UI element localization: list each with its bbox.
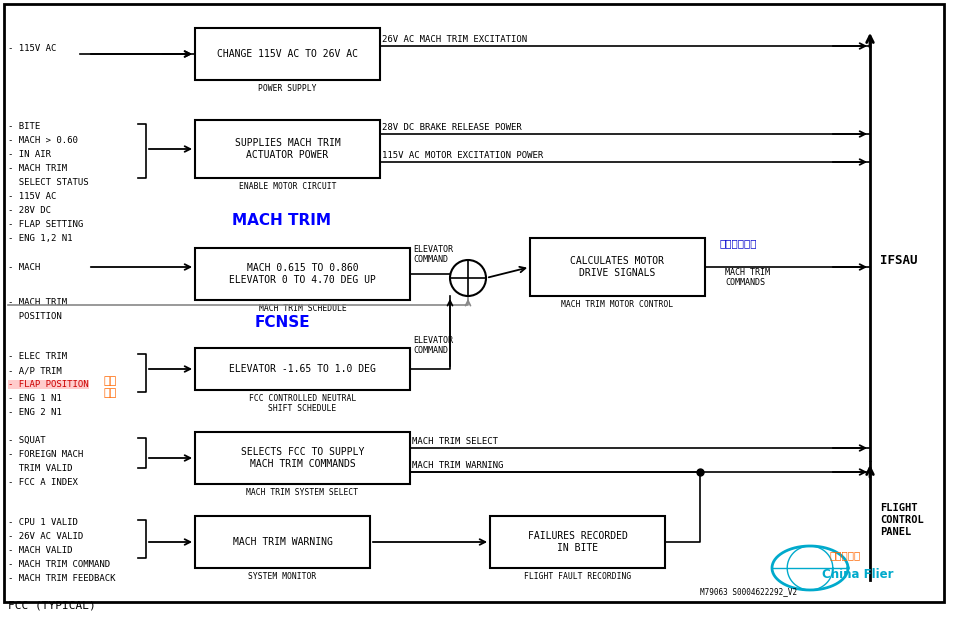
- Text: - SQUAT: - SQUAT: [8, 436, 46, 445]
- Bar: [194, 28, 379, 80]
- Text: POWER SUPPLY: POWER SUPPLY: [258, 84, 316, 93]
- Text: - IN AIR: - IN AIR: [8, 150, 51, 159]
- Text: - MACH VALID: - MACH VALID: [8, 546, 72, 555]
- Text: 襟翃
位置: 襟翃 位置: [103, 376, 116, 397]
- Text: TRIM VALID: TRIM VALID: [8, 464, 72, 473]
- Text: FCNSE: FCNSE: [253, 315, 310, 330]
- Text: 飞行者联盟: 飞行者联盟: [829, 550, 861, 560]
- Bar: [194, 348, 410, 390]
- Text: ELEVATOR
COMMAND: ELEVATOR COMMAND: [413, 245, 453, 264]
- Text: MACH TRIM SCHEDULE: MACH TRIM SCHEDULE: [258, 304, 346, 313]
- Bar: [194, 432, 410, 484]
- Text: - MACH TRIM: - MACH TRIM: [8, 164, 67, 173]
- Text: - MACH > 0.60: - MACH > 0.60: [8, 136, 78, 145]
- Text: FCC CONTROLLED NEUTRAL
SHIFT SCHEDULE: FCC CONTROLLED NEUTRAL SHIFT SCHEDULE: [249, 394, 355, 413]
- Bar: [530, 238, 704, 296]
- Text: MACH TRIM WARNING: MACH TRIM WARNING: [233, 537, 332, 547]
- Bar: [194, 248, 410, 300]
- Text: MACH 0.615 TO 0.860
ELEVATOR 0 TO 4.70 DEG UP: MACH 0.615 TO 0.860 ELEVATOR 0 TO 4.70 D…: [229, 263, 375, 285]
- Text: FLIGHT FAULT RECORDING: FLIGHT FAULT RECORDING: [523, 572, 631, 581]
- Text: M79063 S0004622292_V2: M79063 S0004622292_V2: [700, 588, 797, 596]
- Text: - A/P TRIM: - A/P TRIM: [8, 366, 62, 375]
- Text: - 115V AC: - 115V AC: [8, 192, 56, 201]
- Text: - FCC A INDEX: - FCC A INDEX: [8, 478, 78, 487]
- Text: - FLAP POSITION: - FLAP POSITION: [8, 380, 89, 389]
- Text: - ENG 1,2 N1: - ENG 1,2 N1: [8, 234, 72, 243]
- Bar: [194, 120, 379, 178]
- Text: SELECTS FCC TO SUPPLY
MACH TRIM COMMANDS: SELECTS FCC TO SUPPLY MACH TRIM COMMANDS: [240, 447, 364, 469]
- Text: MACH TRIM SELECT: MACH TRIM SELECT: [412, 437, 497, 446]
- Text: MACH TRIM WARNING: MACH TRIM WARNING: [412, 461, 503, 470]
- Text: - ELEC TRIM: - ELEC TRIM: [8, 352, 67, 361]
- Text: - 115V AC: - 115V AC: [8, 44, 56, 53]
- Text: 马赫配平指令: 马赫配平指令: [720, 238, 757, 248]
- Text: China Flier: China Flier: [821, 569, 893, 582]
- Text: - ENG 2 N1: - ENG 2 N1: [8, 408, 67, 417]
- Text: - MACH: - MACH: [8, 263, 40, 272]
- Text: - MACH TRIM: - MACH TRIM: [8, 298, 67, 307]
- Text: POSITION: POSITION: [8, 312, 62, 321]
- Text: - ENG 1 N1: - ENG 1 N1: [8, 394, 62, 403]
- Text: SUPPLIES MACH TRIM
ACTUATOR POWER: SUPPLIES MACH TRIM ACTUATOR POWER: [234, 138, 340, 160]
- Text: - CPU 1 VALID: - CPU 1 VALID: [8, 518, 78, 527]
- Text: IFSAU: IFSAU: [879, 253, 917, 266]
- Text: FAILURES RECORDED
IN BITE: FAILURES RECORDED IN BITE: [527, 531, 627, 553]
- Text: MACH TRIM MOTOR CONTROL: MACH TRIM MOTOR CONTROL: [561, 300, 673, 309]
- Text: FCC (TYPICAL): FCC (TYPICAL): [8, 600, 95, 610]
- Text: ENABLE MOTOR CIRCUIT: ENABLE MOTOR CIRCUIT: [238, 182, 335, 191]
- Text: SYSTEM MONITOR: SYSTEM MONITOR: [248, 572, 316, 581]
- Text: - FOREIGN MACH: - FOREIGN MACH: [8, 450, 83, 459]
- Bar: [490, 516, 664, 568]
- Text: 115V AC MOTOR EXCITATION POWER: 115V AC MOTOR EXCITATION POWER: [381, 151, 542, 160]
- Text: ELEVATOR
COMMAND: ELEVATOR COMMAND: [413, 336, 453, 355]
- Text: MACH TRIM: MACH TRIM: [233, 213, 331, 228]
- Text: MACH TRIM
COMMANDS: MACH TRIM COMMANDS: [724, 268, 769, 287]
- Text: CHANGE 115V AC TO 26V AC: CHANGE 115V AC TO 26V AC: [216, 49, 357, 59]
- Text: 28V DC BRAKE RELEASE POWER: 28V DC BRAKE RELEASE POWER: [381, 123, 521, 132]
- Text: - MACH TRIM COMMAND: - MACH TRIM COMMAND: [8, 560, 110, 569]
- Text: ELEVATOR -1.65 TO 1.0 DEG: ELEVATOR -1.65 TO 1.0 DEG: [229, 364, 375, 374]
- Text: CALCULATES MOTOR
DRIVE SIGNALS: CALCULATES MOTOR DRIVE SIGNALS: [570, 256, 664, 278]
- Bar: [194, 516, 370, 568]
- Text: SELECT STATUS: SELECT STATUS: [8, 178, 89, 187]
- Text: - BITE: - BITE: [8, 122, 40, 131]
- Text: FLIGHT
CONTROL
PANEL: FLIGHT CONTROL PANEL: [879, 502, 923, 538]
- Ellipse shape: [450, 260, 485, 296]
- Text: - FLAP SETTING: - FLAP SETTING: [8, 220, 83, 229]
- Text: MACH TRIM SYSTEM SELECT: MACH TRIM SYSTEM SELECT: [246, 488, 358, 497]
- Text: - 26V AC VALID: - 26V AC VALID: [8, 532, 83, 541]
- Text: - MACH TRIM FEEDBACK: - MACH TRIM FEEDBACK: [8, 574, 115, 583]
- Text: - 28V DC: - 28V DC: [8, 206, 51, 215]
- Text: 26V AC MACH TRIM EXCITATION: 26V AC MACH TRIM EXCITATION: [381, 35, 527, 44]
